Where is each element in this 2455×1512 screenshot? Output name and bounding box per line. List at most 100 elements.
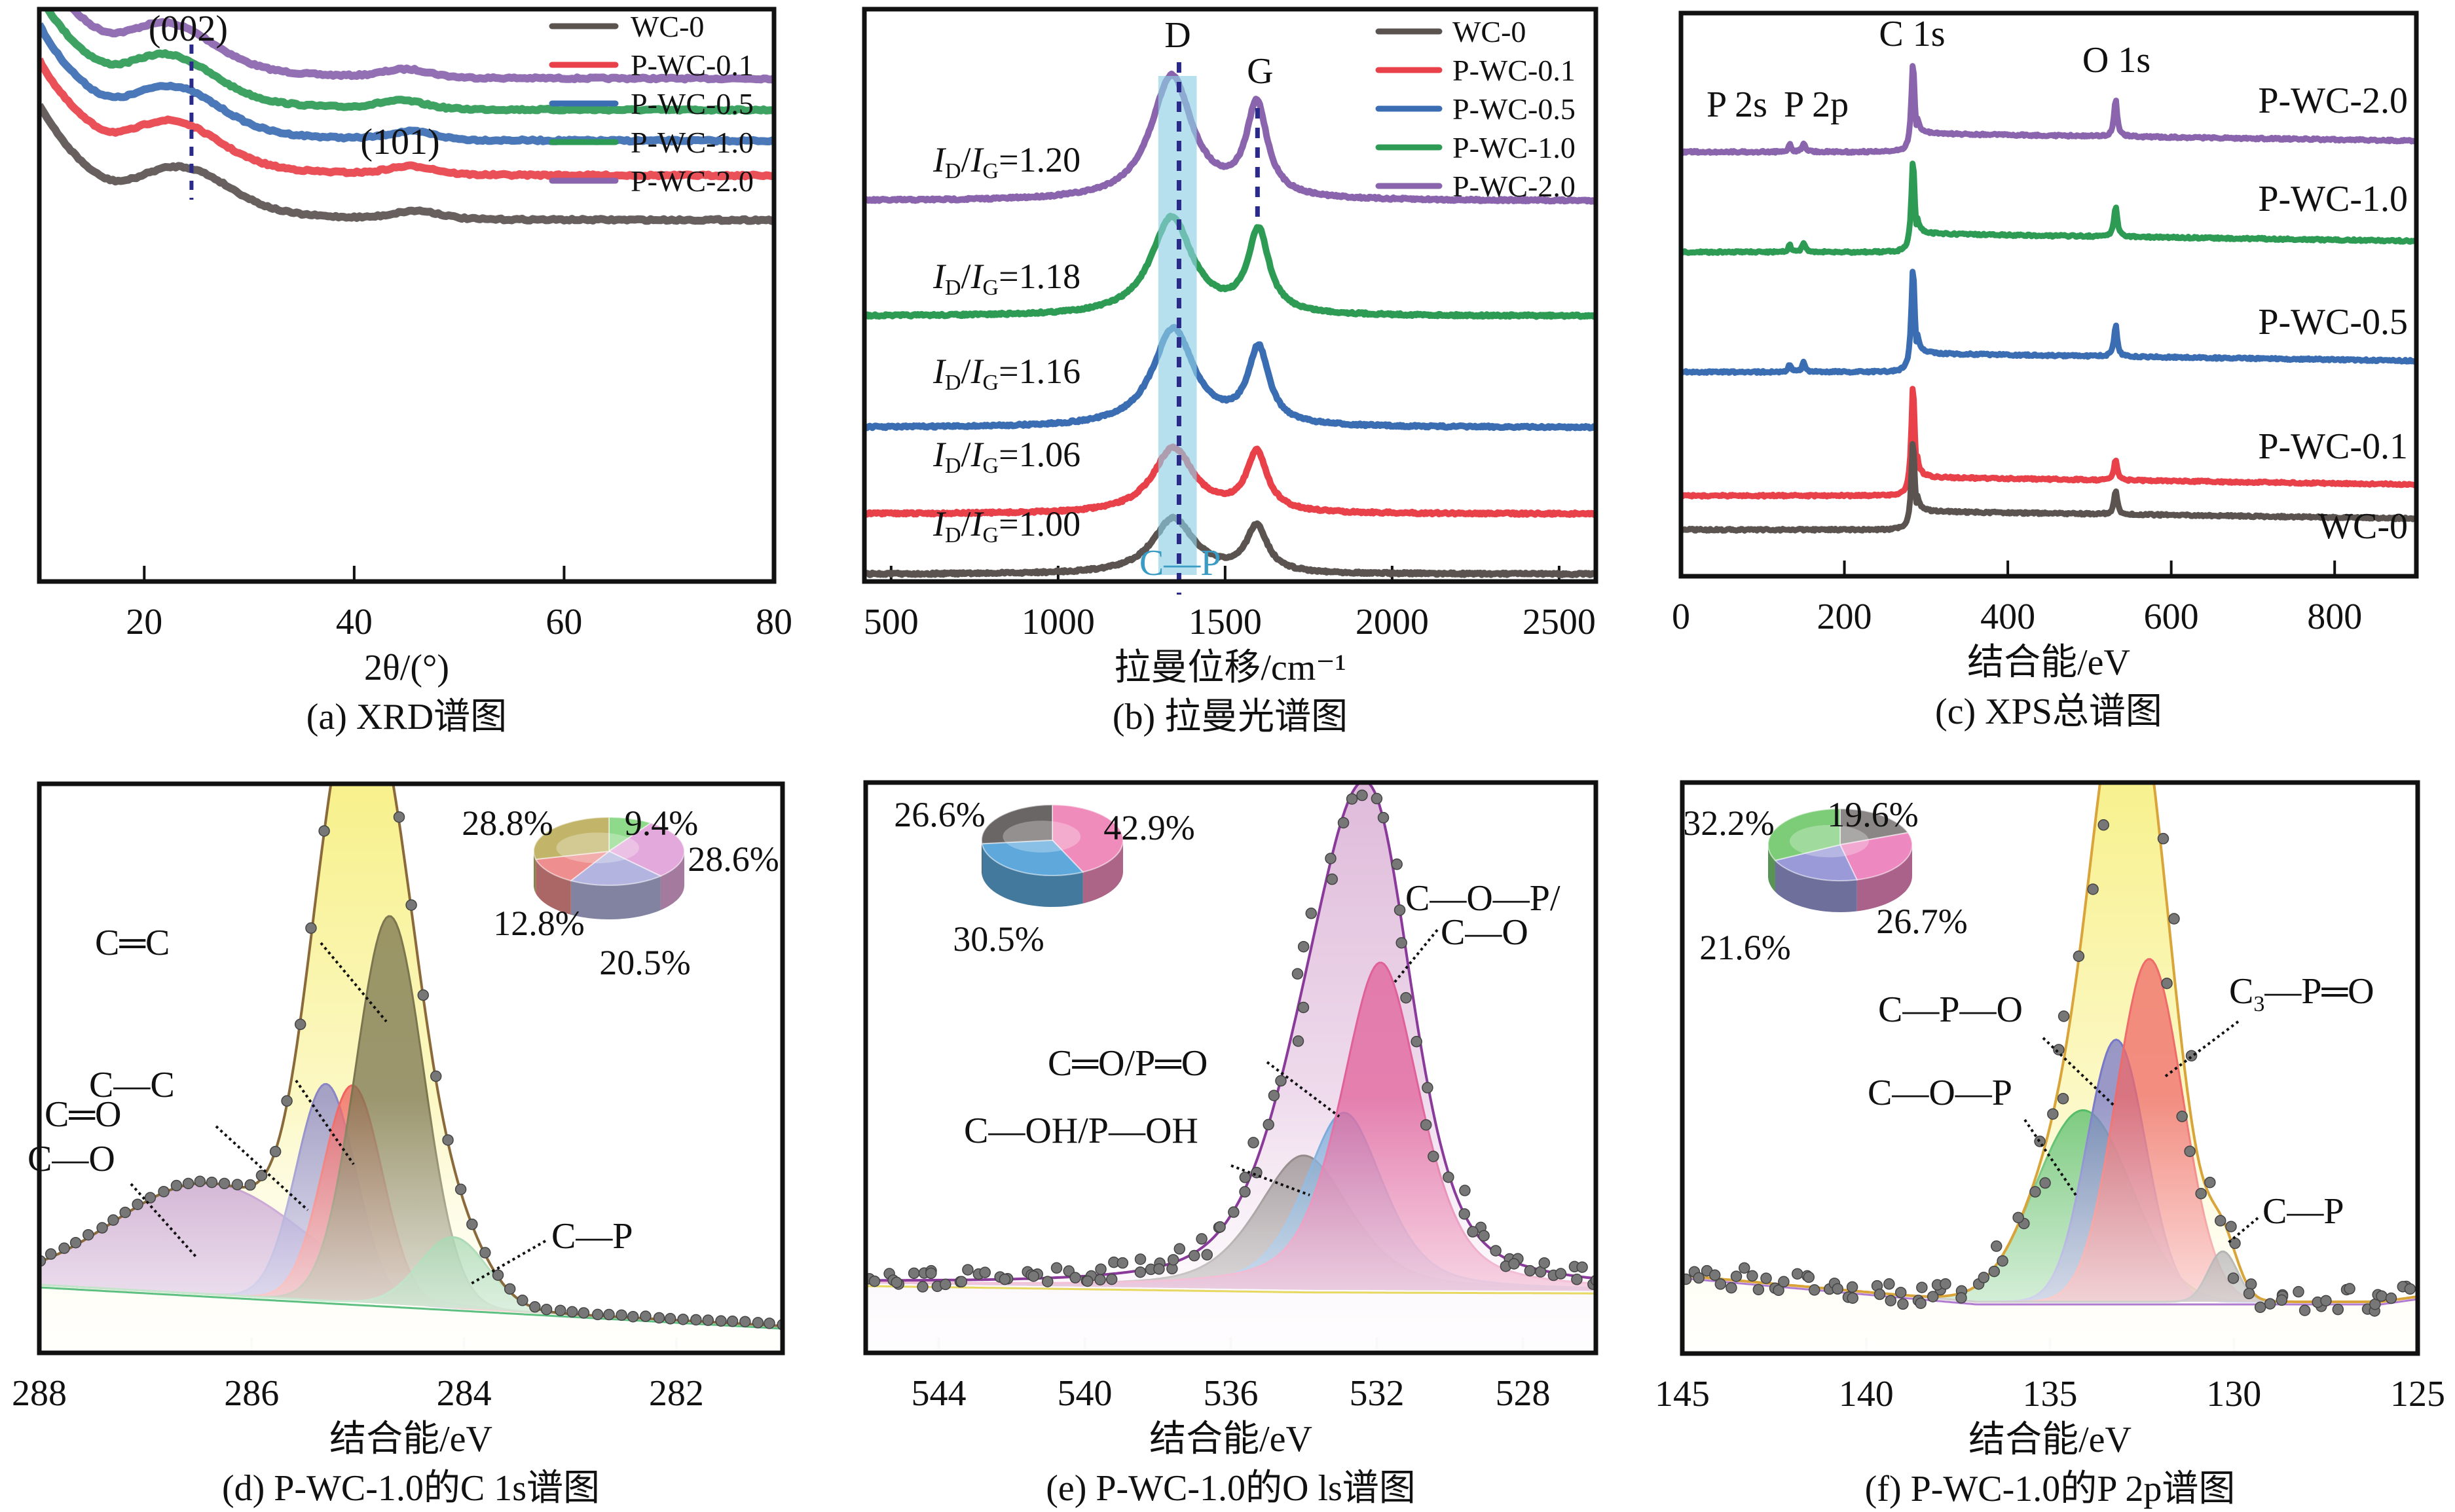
data-point [442, 1134, 454, 1146]
data-point [1095, 1263, 1107, 1275]
plot-frame [1678, 10, 2419, 579]
series-label: P-WC-1.0 [2258, 179, 2408, 219]
data-point [640, 1310, 652, 1322]
series-group [864, 70, 1596, 578]
data-point [1275, 1075, 1287, 1087]
data-point [999, 1273, 1011, 1285]
pie-label: 42.9% [1103, 808, 1194, 847]
data-point [119, 1206, 131, 1219]
ratio-I: I [970, 504, 985, 544]
fit-group [39, 784, 783, 1353]
panel-caption: (e) P-WC-1.0的O ls谱图 [1046, 1468, 1416, 1509]
ratio-I: I [932, 504, 947, 544]
data-point [294, 1018, 306, 1031]
data-point [1042, 1276, 1054, 1287]
data-point [1978, 1272, 1990, 1283]
series-line-WC-0 [1681, 441, 2416, 534]
data-point [1940, 1278, 1951, 1290]
component-label: C3—P═O [2229, 971, 2374, 1016]
x-tick-label: 288 [12, 1373, 67, 1414]
panel-c1s: 288 286 284 282 结合能/eV (d) P-WC-1.0的C 1s谱图 C═C… [12, 781, 785, 1509]
pie-slice [981, 839, 1084, 877]
data-point [305, 922, 317, 934]
data-point [269, 1145, 282, 1158]
data-point [555, 1304, 566, 1316]
data-point [1885, 1295, 1896, 1306]
x-tick-label: 130 [2206, 1374, 2261, 1414]
data-point [1478, 1230, 1490, 1242]
data-point [417, 989, 430, 1001]
fit-group [866, 771, 1596, 1353]
ratio-value: =1.00 [999, 504, 1080, 544]
label-sub: 3 [2253, 992, 2264, 1016]
data-point [764, 1318, 775, 1329]
x-tick-label: 544 [912, 1373, 967, 1414]
data-point [2215, 1215, 2226, 1226]
x-tick-label: 200 [1817, 597, 1872, 637]
data-point [2320, 1295, 2332, 1307]
data-point [58, 1242, 70, 1254]
data-point [1791, 1268, 1803, 1280]
data-point [1988, 1265, 2001, 1278]
series-line-WC-0 [864, 513, 1596, 578]
x-tick-label: 540 [1058, 1373, 1113, 1414]
data-point [1247, 1137, 1259, 1149]
data-point [170, 1179, 183, 1192]
data-point [1263, 1118, 1274, 1131]
data-point [2058, 1010, 2070, 1022]
peak-label-p2p: P 2p [1784, 84, 1849, 125]
data-point [2087, 883, 2099, 895]
data-point [1268, 1090, 1280, 1101]
pie-gloss [556, 832, 639, 864]
data-point [1778, 1276, 1790, 1288]
pie-side [1856, 845, 1912, 912]
series-line-WC-0 [39, 103, 774, 225]
leader-line [2023, 1118, 2078, 1198]
data-point [1050, 1262, 1063, 1274]
ratio-I: I [932, 352, 947, 391]
data-point [2243, 1287, 2255, 1300]
data-point [702, 1314, 714, 1326]
data-point [1538, 1257, 1551, 1269]
data-point [2168, 913, 2180, 925]
data-point [2332, 1303, 2344, 1316]
ratio-value: =1.20 [999, 140, 1080, 179]
data-point [244, 1179, 256, 1191]
pie-gloss [1003, 821, 1081, 853]
data-point [1105, 1273, 1118, 1285]
data-point [1916, 1282, 1928, 1293]
data-point [1846, 1281, 1858, 1293]
data-point [1391, 858, 1403, 870]
data-point [752, 1317, 764, 1329]
background-line [866, 1285, 1596, 1295]
ratio-sub: G [983, 276, 999, 300]
series-label: WC-0 [2318, 506, 2408, 547]
data-point [1359, 771, 1370, 781]
data-point [1117, 1257, 1129, 1269]
data-point [1467, 1226, 1479, 1238]
pie-slice [608, 817, 653, 853]
data-point [940, 1278, 951, 1291]
series-line-P-WC-1.0 [864, 212, 1596, 320]
series-line-P-WC-0.5 [1681, 268, 2416, 376]
legend-label: P-WC-0.5 [1452, 92, 1576, 126]
data-point [1874, 1288, 1886, 1300]
x-tick-label: 135 [2023, 1374, 2078, 1414]
plot-frame [862, 7, 1598, 584]
id-ig-ratio-label: ID/IG=1.18 [932, 257, 1080, 300]
data-point [2034, 1135, 2046, 1147]
data-point [69, 1236, 82, 1249]
data-point [715, 1315, 727, 1327]
data-point [2229, 1237, 2241, 1249]
data-point [1173, 1243, 1186, 1255]
series-line-P-WC-0.1 [1681, 386, 2416, 500]
x-tick-label: 400 [1980, 597, 2035, 637]
data-point [1726, 1282, 1737, 1294]
plot-frame [37, 781, 785, 1355]
x-tick-label: 2500 [1523, 602, 1596, 642]
data-point [1201, 1249, 1213, 1261]
panel-caption: (d) P-WC-1.0的C 1s谱图 [222, 1468, 600, 1509]
pie-label: 30.5% [953, 919, 1044, 959]
data-point [1576, 1261, 1588, 1273]
